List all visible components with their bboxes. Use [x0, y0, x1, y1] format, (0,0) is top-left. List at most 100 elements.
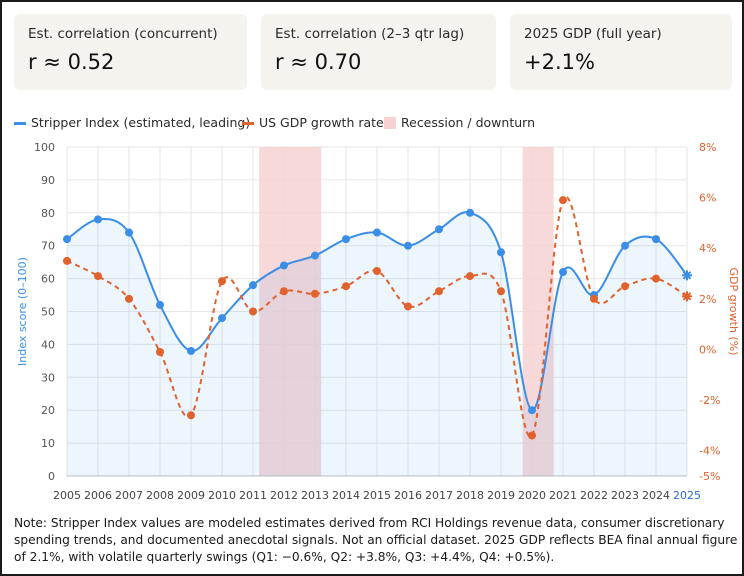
gdp-point — [311, 289, 319, 298]
x-tick-label: 2007 — [115, 489, 143, 502]
y-left-tick-label: 50 — [41, 306, 55, 319]
y-left-tick-label: 100 — [34, 141, 55, 154]
stat-card-label: 2025 GDP (full year) — [524, 26, 662, 42]
x-tick-label: 2014 — [332, 489, 360, 502]
stripper-point — [528, 406, 536, 415]
y-left-tick-label: 80 — [41, 207, 55, 220]
gdp-star-stroke — [682, 292, 692, 301]
y-left-tick-label: 20 — [41, 404, 55, 417]
x-tick-label: 2012 — [270, 489, 298, 502]
stat-card-gdp-2025: 2025 GDP (full year) +2.1% — [510, 14, 732, 90]
x-tick-label: 2025 — [673, 489, 701, 502]
stripper-point — [156, 300, 164, 309]
y-left-tick-label: 0 — [48, 470, 55, 483]
gdp-point — [528, 431, 536, 440]
x-tick-label: 2018 — [456, 489, 484, 502]
chart-legend[interactable]: Stripper Index (estimated, leading) US G… — [2, 114, 742, 132]
stripper-point — [311, 251, 319, 260]
gdp-point — [94, 272, 102, 281]
legend-recession-swatch — [384, 117, 396, 129]
gdp-point — [404, 302, 412, 311]
y-left-axis-title: Index score (0–100) — [16, 257, 29, 366]
stripper-point — [94, 215, 102, 224]
gdp-point — [218, 277, 226, 286]
x-tick-label: 2015 — [363, 489, 391, 502]
stripper-point — [280, 261, 288, 270]
x-tick-label: 2016 — [394, 489, 422, 502]
x-tick-label: 2019 — [487, 489, 515, 502]
gdp-point — [156, 347, 164, 356]
stripper-point — [125, 228, 133, 237]
stripper-point — [652, 235, 660, 244]
stripper-point — [63, 235, 71, 244]
gdp-point — [125, 294, 133, 303]
legend-stripper-label[interactable]: Stripper Index (estimated, leading) — [31, 115, 251, 130]
stat-card-concurrent-correlation: Est. correlation (concurrent) r ≈ 0.52 — [14, 14, 247, 90]
y-left-tick-label: 10 — [41, 437, 55, 450]
stat-card-lagged-correlation: Est. correlation (2–3 qtr lag) r ≈ 0.70 — [261, 14, 496, 90]
footnote: Note: Stripper Index values are modeled … — [14, 516, 738, 564]
stripper-line — [66, 211, 688, 412]
y-left-tick-label: 60 — [41, 273, 55, 286]
stripper-point — [373, 228, 381, 237]
y-right-tick-label: -5% — [699, 470, 720, 483]
stripper-point — [466, 208, 474, 217]
x-tick-label: 2021 — [549, 489, 577, 502]
x-tick-label: 2020 — [518, 489, 546, 502]
stripper-point — [187, 346, 195, 355]
gdp-point — [621, 282, 629, 291]
stripper-point — [497, 248, 505, 257]
y-left-tick-label: 30 — [41, 371, 55, 384]
y-left-tick-label: 70 — [41, 240, 55, 253]
gdp-point — [373, 267, 381, 276]
stat-card-value: +2.1% — [524, 50, 595, 74]
x-tick-label: 2006 — [84, 489, 112, 502]
y-right-tick-label: -4% — [699, 445, 720, 458]
stripper-point — [404, 241, 412, 250]
y-right-tick-label: 6% — [699, 192, 716, 205]
x-tick-label: 2023 — [611, 489, 639, 502]
stat-card-label: Est. correlation (2–3 qtr lag) — [275, 26, 465, 42]
stripper-area — [67, 212, 687, 476]
stripper-point — [621, 241, 629, 250]
y-left-tick-label: 90 — [41, 174, 55, 187]
y-right-tick-label: 8% — [699, 141, 716, 154]
gdp-point-2025 — [682, 291, 692, 302]
gdp-point — [249, 307, 257, 316]
stripper-point — [218, 314, 226, 323]
gdp-point — [466, 272, 474, 281]
gdp-point — [187, 411, 195, 420]
legend-gdp-swatch — [242, 122, 254, 125]
legend-recession-label[interactable]: Recession / downturn — [401, 115, 535, 130]
x-tick-label: 2022 — [580, 489, 608, 502]
x-tick-label: 2013 — [301, 489, 329, 502]
x-tick-label: 2008 — [146, 489, 174, 502]
gdp-point — [63, 256, 71, 265]
gdp-point — [435, 287, 443, 296]
x-tick-label: 2017 — [425, 489, 453, 502]
gdp-point — [652, 274, 660, 283]
y-right-tick-label: 0% — [699, 343, 716, 356]
gdp-line — [66, 196, 688, 438]
x-tick-label: 2005 — [53, 489, 81, 502]
y-right-axis-title: GDP growth (%) — [727, 268, 740, 356]
legend-stripper-swatch — [14, 122, 26, 125]
x-tick-label: 2009 — [177, 489, 205, 502]
legend-gdp-label[interactable]: US GDP growth rate — [259, 115, 384, 130]
recession-band — [259, 147, 322, 476]
gdp-point — [342, 282, 350, 291]
y-right-tick-label: 2% — [699, 293, 716, 306]
recession-band — [522, 147, 554, 476]
gdp-point — [590, 294, 598, 303]
stripper-point — [559, 268, 567, 277]
stat-card-value: r ≈ 0.70 — [275, 50, 362, 74]
x-tick-label: 2010 — [208, 489, 236, 502]
stripper-point — [249, 281, 257, 290]
stripper-star-stroke — [682, 271, 692, 280]
y-right-tick-label: -2% — [699, 394, 720, 407]
y-right-tick-label: 4% — [699, 242, 716, 255]
y-left-tick-label: 40 — [41, 338, 55, 351]
gdp-point — [280, 287, 288, 296]
